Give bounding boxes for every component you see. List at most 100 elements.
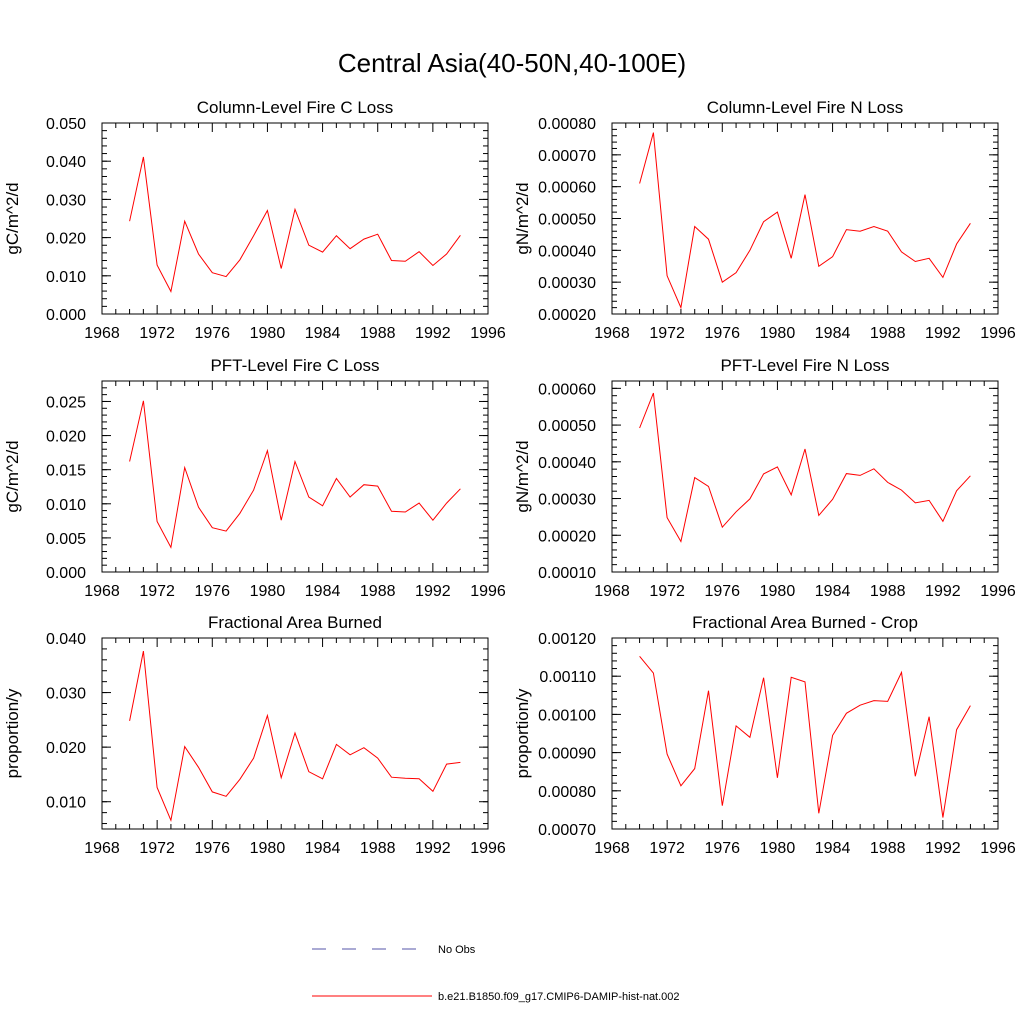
plot-frame [101, 380, 489, 573]
x-tick-label: 1992 [415, 840, 451, 857]
y-tick-label: 0.00010 [538, 565, 596, 582]
panel-title: PFT-Level Fire C Loss [210, 356, 379, 375]
y-tick-label: 0.00070 [538, 822, 596, 839]
x-tick-label: 1968 [594, 840, 630, 857]
panel-6: Fractional Area Burned - Crop proportion/… [513, 613, 1016, 857]
y-tick-label: 0.010 [46, 795, 86, 812]
panel-3: PFT-Level Fire C Loss gC/m^2/d 1968 1972 197… [3, 356, 506, 600]
x-tick-label: 1980 [760, 325, 796, 342]
y-axis-label: proportion/y [3, 688, 22, 778]
x-tick-label: 1988 [360, 840, 396, 857]
panel-title: Column-Level Fire N Loss [707, 98, 904, 117]
y-tick-label: 0.010 [46, 269, 86, 286]
y-tick-label: 0.000 [46, 307, 86, 324]
x-tick-label: 1972 [649, 325, 685, 342]
x-tick-label: 1968 [594, 583, 630, 600]
y-tick-label: 0.00020 [538, 307, 596, 324]
y-tick-label: 0.015 [46, 463, 86, 480]
x-tick-label: 1972 [139, 325, 175, 342]
x-tick-label: 1968 [84, 583, 120, 600]
x-tick-label: 1976 [704, 325, 740, 342]
y-tick-label: 0.00080 [538, 784, 596, 801]
series-line [639, 392, 971, 543]
series-line [639, 132, 971, 310]
y-tick-label: 0.00020 [538, 528, 596, 545]
x-tick-label: 1980 [250, 840, 286, 857]
x-tick-label: 1992 [415, 325, 451, 342]
y-tick-label: 0.00050 [538, 418, 596, 435]
x-tick-label: 1984 [305, 325, 341, 342]
x-tick-label: 1972 [139, 583, 175, 600]
series-line [639, 655, 971, 818]
x-tick-label: 1984 [815, 325, 851, 342]
y-tick-label: 0.010 [46, 497, 86, 514]
x-tick-label: 1984 [815, 583, 851, 600]
x-tick-label: 1984 [305, 840, 341, 857]
y-tick-label: 0.030 [46, 192, 86, 209]
x-tick-label: 1968 [594, 325, 630, 342]
x-tick-label: 1988 [360, 583, 396, 600]
x-tick-label: 1980 [250, 325, 286, 342]
series-line [129, 156, 461, 293]
x-tick-label: 1992 [925, 325, 961, 342]
x-tick-label: 1988 [870, 583, 906, 600]
y-tick-label: 0.020 [46, 429, 86, 446]
figure-title: Central Asia(40-50N,40-100E) [337, 48, 687, 78]
y-axis-label: gC/m^2/d [3, 440, 22, 512]
panel-4: PFT-Level Fire N Loss gN/m^2/d 1968 1972 197… [513, 356, 1016, 600]
panel-title: Fractional Area Burned - Crop [692, 613, 918, 632]
y-tick-label: 0.040 [46, 154, 86, 171]
x-tick-label: 1972 [649, 583, 685, 600]
y-tick-label: 0.030 [46, 686, 86, 703]
x-tick-label: 1996 [470, 840, 506, 857]
y-axis-label: gN/m^2/d [513, 182, 532, 254]
y-tick-label: 0.00090 [538, 746, 596, 763]
y-tick-label: 0.00060 [538, 180, 596, 197]
plot-frame [101, 122, 489, 315]
y-tick-label: 0.005 [46, 531, 86, 548]
x-tick-label: 1976 [194, 840, 230, 857]
x-tick-label: 1996 [470, 583, 506, 600]
series-line [129, 651, 461, 823]
y-tick-label: 0.00030 [538, 492, 596, 509]
y-tick-label: 0.00070 [538, 148, 596, 165]
x-tick-label: 1980 [250, 583, 286, 600]
panel-1: Column-Level Fire C Loss gC/m^2/d 1968 1972… [3, 98, 506, 342]
plot-frame [611, 380, 999, 573]
x-tick-label: 1980 [760, 840, 796, 857]
x-tick-label: 1988 [870, 325, 906, 342]
y-tick-label: 0.00100 [538, 707, 596, 724]
x-tick-label: 1984 [305, 583, 341, 600]
x-tick-label: 1996 [470, 325, 506, 342]
x-tick-label: 1976 [194, 583, 230, 600]
y-tick-label: 0.00080 [538, 116, 596, 133]
y-axis-label: proportion/y [513, 688, 532, 778]
legend: No Obs b.e21.B1850.f09_g17.CMIP6-DAMIP-hi… [312, 944, 680, 1003]
y-tick-label: 0.00110 [539, 669, 596, 686]
x-tick-label: 1972 [139, 840, 175, 857]
y-tick-label: 0.00050 [538, 212, 596, 229]
panel-5: Fractional Area Burned proportion/y 1968 19… [3, 613, 506, 857]
legend-label: b.e21.B1850.f09_g17.CMIP6-DAMIP-hist-nat… [438, 991, 680, 1003]
y-tick-label: 0.040 [46, 631, 86, 648]
x-tick-label: 1972 [649, 840, 685, 857]
x-tick-label: 1988 [360, 325, 396, 342]
x-tick-label: 1984 [815, 840, 851, 857]
panel-2: Column-Level Fire N Loss gN/m^2/d 1968 1972… [513, 98, 1016, 342]
y-axis-label: gC/m^2/d [3, 182, 22, 254]
y-tick-label: 0.00060 [538, 381, 596, 398]
y-tick-label: 0.00120 [538, 631, 596, 648]
y-tick-label: 0.00030 [538, 275, 596, 292]
panel-title: Fractional Area Burned [208, 613, 382, 632]
x-tick-label: 1996 [980, 583, 1016, 600]
y-tick-label: 0.020 [46, 740, 86, 757]
x-tick-label: 1992 [415, 583, 451, 600]
x-tick-label: 1992 [925, 840, 961, 857]
panel-title: Column-Level Fire C Loss [197, 98, 394, 117]
x-tick-label: 1968 [84, 325, 120, 342]
y-tick-label: 0.000 [46, 565, 86, 582]
x-tick-label: 1992 [925, 583, 961, 600]
series-line [129, 400, 461, 549]
